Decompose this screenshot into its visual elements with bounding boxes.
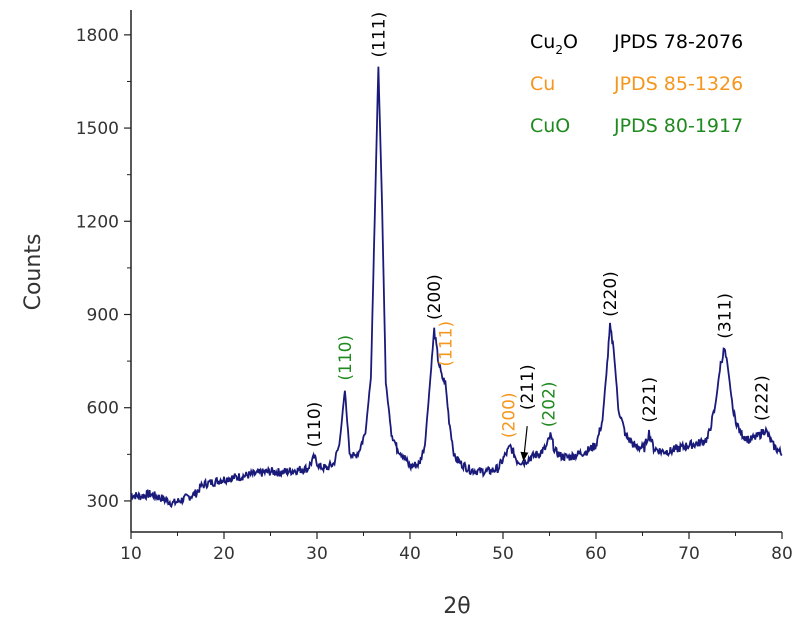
legend-reference: JPDS 78-2076 — [613, 31, 743, 53]
legend-reference: JPDS 80-1917 — [613, 115, 743, 137]
peak-labels: (110)(110)(111)(200)(111)(200)(211) (202)… — [305, 12, 773, 462]
y-tick-label: 1500 — [76, 119, 119, 139]
legend-phase: Cu — [530, 73, 555, 95]
peak-label: (200) — [425, 274, 445, 320]
peak-label: (110) — [336, 335, 356, 381]
x-tick-label: 70 — [678, 544, 700, 564]
legend: Cu2O JPDS 78-2076 Cu JPDS 85-1326 CuO JPDS 80… — [530, 31, 743, 137]
peak-label: (220) — [601, 271, 621, 317]
y-tick-label: 900 — [87, 306, 119, 326]
x-tick-label: 20 — [213, 544, 235, 564]
x-tick-label: 80 — [771, 544, 793, 564]
peak-label: (110) — [305, 402, 325, 448]
y-tick-label: 1200 — [76, 212, 119, 232]
x-tick-label: 40 — [399, 544, 421, 564]
peak-label: (111) — [369, 12, 389, 58]
x-tick-label: 50 — [492, 544, 514, 564]
arrow-head — [520, 451, 529, 462]
x-tick-label: 10 — [120, 544, 142, 564]
peak-label: (202) — [540, 381, 560, 427]
peak-label: (211) — [518, 364, 538, 410]
legend-reference: JPDS 85-1326 — [613, 73, 743, 95]
peak-label: (311) — [715, 293, 735, 339]
legend-phase: Cu2O — [530, 31, 578, 57]
x-tick-label: 30 — [306, 544, 328, 564]
ticks: 10 20 30 40 50 60 70 80 300 600 900 1200 1500 1800 — [76, 26, 793, 564]
series-line — [130, 66, 783, 509]
y-tick-label: 300 — [87, 492, 119, 512]
peak-label: (222) — [753, 375, 773, 421]
legend-phase: CuO — [530, 115, 570, 137]
y-tick-label: 1800 — [76, 26, 119, 46]
y-tick-label: 600 — [87, 399, 119, 419]
peak-label: (200) — [500, 392, 520, 438]
peak-label: (111) — [436, 321, 456, 367]
y-axis-title: Counts — [21, 234, 46, 311]
peak-label: (221) — [640, 377, 660, 423]
x-tick-label: 60 — [585, 544, 607, 564]
x-axis-title: 2θ — [443, 594, 470, 619]
